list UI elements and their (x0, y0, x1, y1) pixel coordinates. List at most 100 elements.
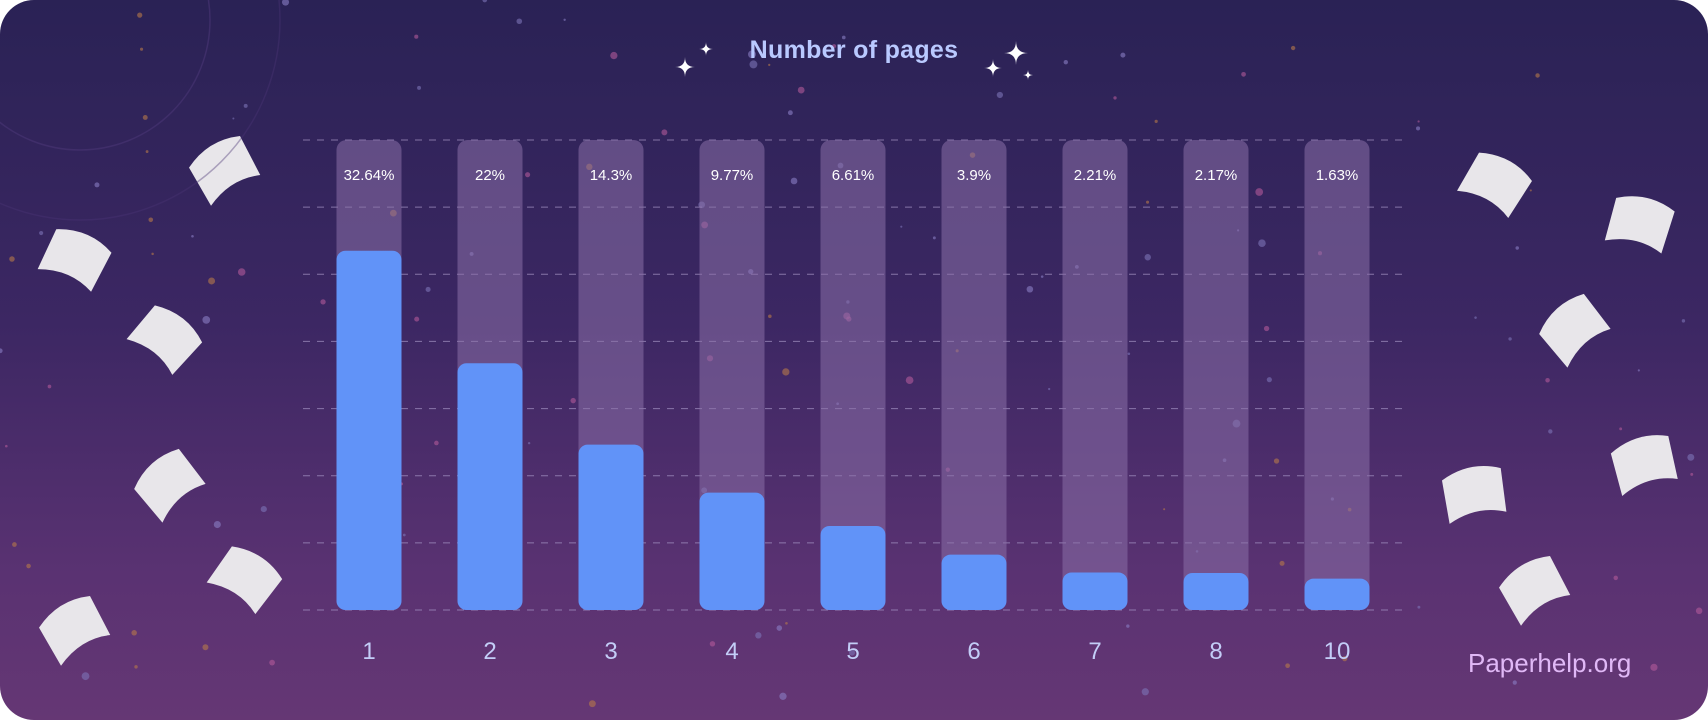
star-dot (797, 86, 805, 94)
star-dot (1650, 663, 1658, 671)
star-dot (1508, 337, 1512, 341)
star-dot (1535, 73, 1540, 78)
star-dot (151, 252, 154, 256)
x-tick-label: 6 (967, 638, 980, 665)
bar (941, 554, 1007, 610)
star-dot (785, 621, 788, 625)
bar (1062, 572, 1128, 610)
star-dot (996, 91, 1004, 99)
sparkle-icon (1004, 41, 1028, 65)
bar-track (1304, 140, 1370, 610)
star-dot (1258, 239, 1266, 247)
star-dot (213, 520, 221, 529)
paper-confetti-icon (39, 595, 111, 666)
star-dot (831, 44, 837, 49)
star-dot (1548, 429, 1553, 434)
star-dot (610, 51, 618, 60)
star-dot (1512, 680, 1517, 685)
bar-value-label: 6.61% (832, 167, 875, 184)
paper-shape (37, 229, 112, 292)
star-dot (1342, 656, 1348, 662)
star-dot (134, 665, 138, 669)
orbit-decoration (0, 0, 211, 151)
star-dot (709, 641, 716, 647)
sparkle-icon (675, 57, 695, 77)
star-dot (570, 397, 576, 404)
star-dot (1474, 316, 1477, 319)
star-dot (1637, 369, 1640, 372)
star-dot (148, 217, 154, 223)
star-dot (5, 444, 8, 448)
bar-value-label: 32.64% (344, 167, 395, 184)
paper-shape (1539, 293, 1611, 368)
star-dot (9, 256, 15, 262)
star-dot (905, 376, 914, 385)
star-dot (202, 315, 211, 324)
paper-confetti-icon (189, 135, 261, 206)
bar-value-label: 9.77% (711, 167, 754, 184)
brand-logo-text: Paperhelp.org (1468, 648, 1632, 678)
star-dot (1048, 387, 1051, 391)
star-dot (137, 12, 143, 18)
star-dot (1529, 189, 1532, 192)
bar-value-label: 1.63% (1316, 167, 1359, 184)
star-dot (39, 230, 44, 236)
star-dot (1613, 575, 1618, 581)
x-tick-label: 5 (846, 638, 859, 665)
star-dot (525, 172, 531, 178)
star-dot (1273, 458, 1280, 464)
star-dot (932, 236, 936, 240)
star-dot (787, 110, 793, 116)
sparkle-icon (699, 42, 713, 56)
x-tick-label: 10 (1324, 638, 1351, 665)
star-dot (26, 563, 31, 569)
star-dot (1695, 607, 1703, 615)
paper-shape (189, 135, 261, 206)
star-dot (1263, 325, 1270, 332)
bar-track (1062, 140, 1128, 610)
x-tick-label: 2 (483, 638, 496, 665)
star-dot (237, 268, 246, 276)
star-dot (402, 533, 406, 537)
star-dot (776, 625, 783, 631)
bar-track (820, 140, 886, 610)
paper-shape (1499, 555, 1571, 626)
paper-shape (39, 595, 111, 666)
paper-shape (126, 305, 203, 375)
star-dot (527, 441, 531, 445)
star-dot (841, 35, 846, 40)
star-dot (1417, 605, 1421, 609)
star-dot (281, 0, 290, 6)
paper-confetti-icon (1441, 466, 1507, 524)
star-dot (768, 314, 772, 319)
star-dot (94, 182, 100, 188)
x-tick-label: 7 (1088, 638, 1101, 665)
star-dot (1545, 377, 1550, 383)
x-tick-label: 4 (725, 638, 738, 665)
star-dot (1026, 285, 1034, 293)
sparkle-icon (984, 59, 1002, 77)
paper-confetti-icon (1499, 555, 1571, 626)
star-dot (1415, 126, 1421, 131)
bar (820, 525, 886, 610)
star-dot (749, 60, 758, 69)
star-dot (81, 672, 90, 681)
star-dot (1687, 453, 1695, 461)
paper-shape (134, 448, 206, 523)
star-dot (748, 50, 756, 59)
paper-shape (1610, 435, 1678, 496)
star-dot (1619, 427, 1623, 431)
star-dot (417, 85, 422, 90)
star-dot (320, 299, 326, 305)
orbit-decoration (0, 0, 281, 221)
star-dot (47, 384, 52, 389)
star-dot (142, 114, 148, 120)
bar-value-label: 22% (475, 167, 505, 184)
paper-confetti-icon (1539, 293, 1611, 368)
bar-track (1183, 140, 1249, 610)
star-dot (208, 277, 216, 285)
star-dot (1266, 377, 1272, 383)
star-dot (755, 632, 762, 639)
